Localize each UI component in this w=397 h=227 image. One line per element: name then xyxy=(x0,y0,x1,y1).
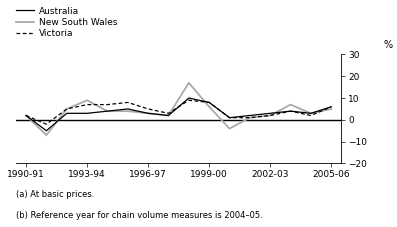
Text: (a) At basic prices.: (a) At basic prices. xyxy=(16,190,94,200)
Text: (b) Reference year for chain volume measures is 2004–05.: (b) Reference year for chain volume meas… xyxy=(16,211,263,220)
Legend: Australia, New South Wales, Victoria: Australia, New South Wales, Victoria xyxy=(16,7,118,38)
Text: %: % xyxy=(384,40,393,50)
